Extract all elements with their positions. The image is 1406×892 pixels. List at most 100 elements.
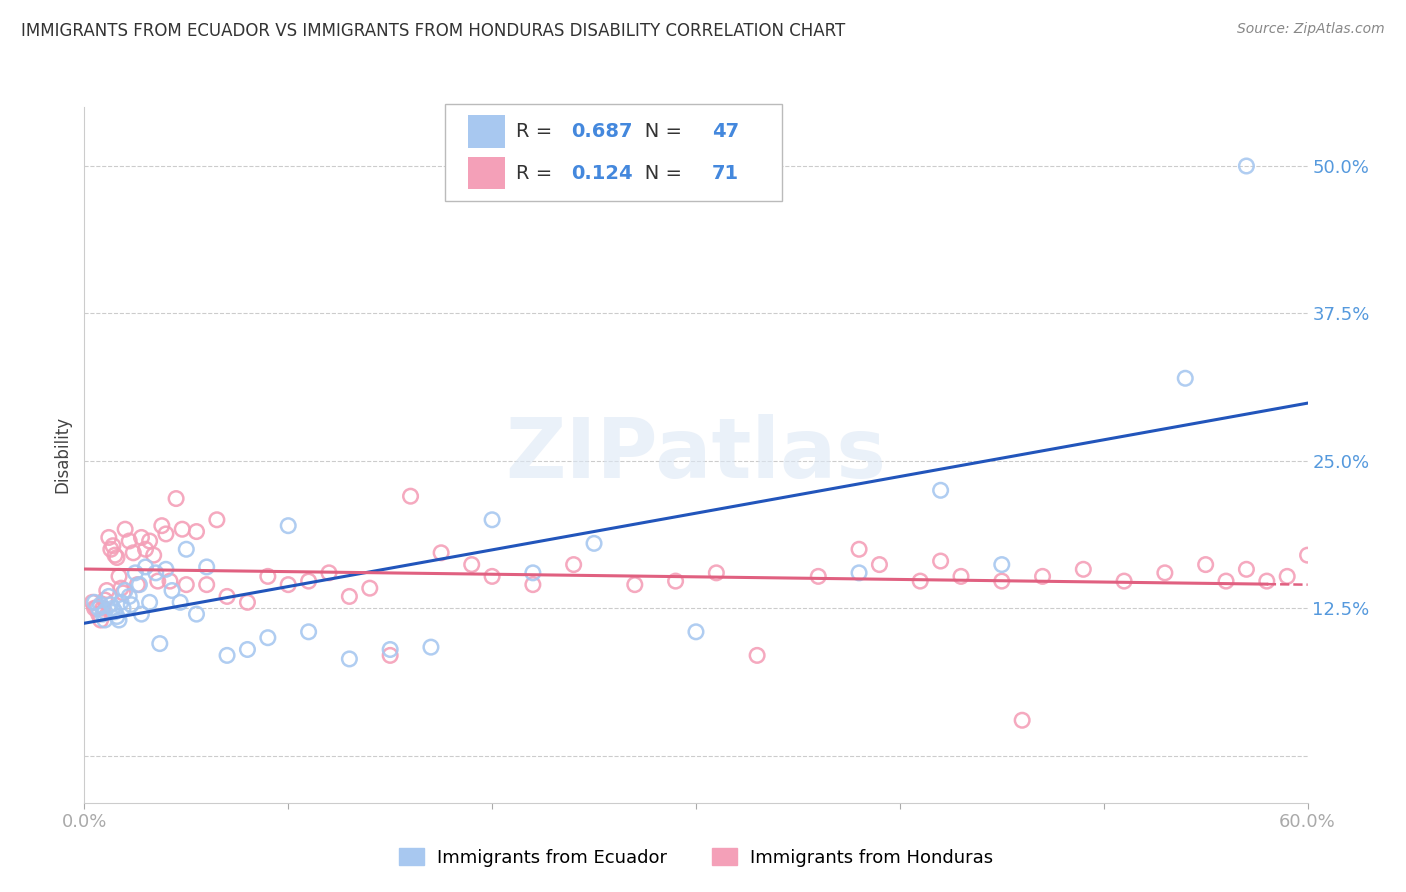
Point (135, 542, 157, 557)
Point (339, 652, 361, 666)
Point (146, 574, 169, 588)
Point (176, 542, 198, 557)
Point (82, 595, 104, 609)
Point (910, 574, 932, 588)
Point (195, 577, 218, 591)
Point (461, 558, 484, 572)
Point (118, 590, 141, 604)
Point (138, 595, 160, 609)
Point (142, 548, 165, 562)
Point (101, 601, 124, 615)
Point (97, 531, 120, 545)
Point (160, 583, 183, 598)
Point (1073, 562, 1095, 576)
Point (104, 605, 127, 619)
Point (848, 542, 870, 557)
Point (481, 513, 503, 527)
Point (991, 574, 1014, 588)
Point (706, 566, 728, 580)
Text: 71: 71 (711, 163, 740, 183)
Text: IMMIGRANTS FROM ECUADOR VS IMMIGRANTS FROM HONDURAS DISABILITY CORRELATION CHART: IMMIGRANTS FROM ECUADOR VS IMMIGRANTS FR… (21, 22, 845, 40)
Point (150, 518, 173, 533)
Point (583, 536, 606, 550)
Point (97, 590, 120, 604)
Point (298, 574, 321, 588)
Point (1114, 574, 1136, 588)
Point (747, 648, 769, 663)
Point (93, 613, 117, 627)
Point (236, 642, 259, 657)
Point (131, 607, 153, 621)
Point (90, 613, 112, 627)
Point (195, 560, 218, 574)
Point (110, 595, 132, 609)
Point (120, 598, 142, 612)
Point (83, 595, 105, 609)
Point (205, 513, 228, 527)
Point (155, 562, 177, 576)
Point (83, 601, 105, 615)
Point (929, 554, 952, 568)
Point (159, 574, 181, 588)
Point (217, 648, 239, 663)
Text: 0.124: 0.124 (571, 163, 633, 183)
Point (869, 558, 891, 572)
Point (87, 601, 110, 615)
Point (562, 558, 585, 572)
Point (1195, 558, 1218, 572)
Point (298, 624, 321, 639)
Text: 0.687: 0.687 (571, 122, 633, 141)
Point (90, 598, 112, 612)
Point (104, 548, 127, 562)
Point (399, 489, 422, 503)
Point (217, 590, 239, 604)
Point (131, 531, 153, 545)
Point (176, 577, 198, 591)
Point (950, 569, 973, 583)
Point (1236, 562, 1258, 576)
Point (1236, 159, 1258, 173)
Point (277, 577, 299, 591)
Point (169, 595, 191, 609)
Point (108, 569, 131, 583)
Point (91, 601, 114, 615)
Point (108, 613, 131, 627)
Y-axis label: Disability: Disability (53, 417, 72, 493)
Point (1011, 713, 1033, 727)
Point (522, 566, 544, 580)
Text: 47: 47 (711, 122, 740, 141)
Text: R =: R = (516, 122, 558, 141)
Point (991, 558, 1014, 572)
Text: N =: N = (626, 122, 689, 141)
Point (481, 569, 503, 583)
FancyBboxPatch shape (446, 103, 782, 201)
Point (929, 483, 952, 498)
Point (87, 607, 110, 621)
Point (236, 595, 259, 609)
Point (624, 577, 647, 591)
Point (93, 605, 117, 619)
Point (122, 546, 145, 560)
Point (124, 566, 146, 580)
FancyBboxPatch shape (468, 157, 505, 189)
Point (149, 637, 172, 651)
Point (110, 581, 132, 595)
Point (257, 569, 280, 583)
Point (339, 590, 361, 604)
Point (172, 522, 194, 536)
Point (112, 586, 135, 600)
Point (155, 527, 177, 541)
Point (127, 577, 149, 591)
Point (100, 542, 122, 557)
Point (807, 569, 830, 583)
Point (128, 577, 150, 591)
Point (380, 642, 402, 657)
Text: N =: N = (626, 163, 689, 183)
Point (186, 607, 208, 621)
Point (430, 546, 453, 560)
Point (96, 583, 118, 598)
Point (145, 566, 167, 580)
Point (114, 583, 136, 598)
Legend: Immigrants from Ecuador, Immigrants from Honduras: Immigrants from Ecuador, Immigrants from… (392, 840, 1000, 874)
Point (118, 534, 141, 549)
